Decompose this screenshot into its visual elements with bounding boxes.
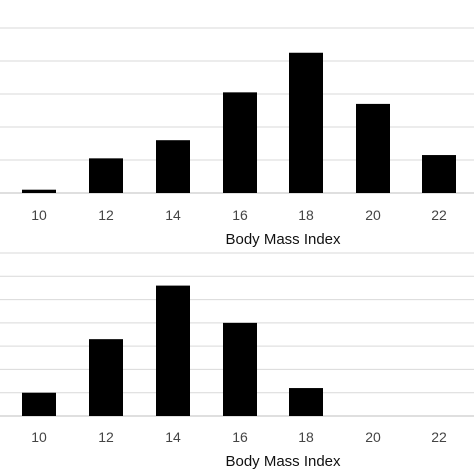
bottom-bar-18 — [289, 388, 323, 416]
bottom-tick-label-16: 16 — [232, 429, 248, 445]
bottom-x-axis-title: Body Mass Index — [225, 453, 341, 470]
top-tick-label-22: 22 — [431, 207, 447, 223]
top-tick-label-20: 20 — [365, 207, 381, 223]
bottom-bar-14 — [156, 285, 190, 416]
top-tick-label-14: 14 — [165, 207, 181, 223]
top-bars — [22, 52, 456, 193]
top-bar-chart: 10 12 14 16 18 20 22 Body Mass Index — [0, 27, 474, 248]
bottom-bar-10 — [22, 392, 56, 416]
top-bar-20 — [356, 103, 390, 193]
top-tick-label-12: 12 — [98, 207, 114, 223]
top-x-tick-labels: 10 12 14 16 18 20 22 — [31, 207, 447, 223]
bottom-tick-label-18: 18 — [298, 429, 314, 445]
bottom-tick-label-12: 12 — [98, 429, 114, 445]
top-bar-18 — [289, 52, 323, 193]
top-tick-label-16: 16 — [232, 207, 248, 223]
bottom-tick-label-22: 22 — [431, 429, 447, 445]
top-bar-16 — [223, 92, 257, 193]
top-bar-14 — [156, 140, 190, 193]
bottom-bar-chart: 10 12 14 16 18 20 22 Body Mass Index — [0, 252, 474, 470]
top-bar-12 — [89, 158, 123, 193]
top-tick-label-10: 10 — [31, 207, 47, 223]
top-x-axis-title: Body Mass Index — [225, 231, 341, 248]
bottom-tick-label-20: 20 — [365, 429, 381, 445]
bottom-tick-label-10: 10 — [31, 429, 47, 445]
bottom-x-tick-labels: 10 12 14 16 18 20 22 — [31, 429, 447, 445]
bottom-bars — [22, 285, 323, 416]
top-bar-10 — [22, 189, 56, 193]
bottom-bar-12 — [89, 339, 123, 416]
top-tick-label-18: 18 — [298, 207, 314, 223]
bottom-tick-label-14: 14 — [165, 429, 181, 445]
top-bar-22 — [422, 155, 456, 193]
bottom-bar-16 — [223, 322, 257, 416]
